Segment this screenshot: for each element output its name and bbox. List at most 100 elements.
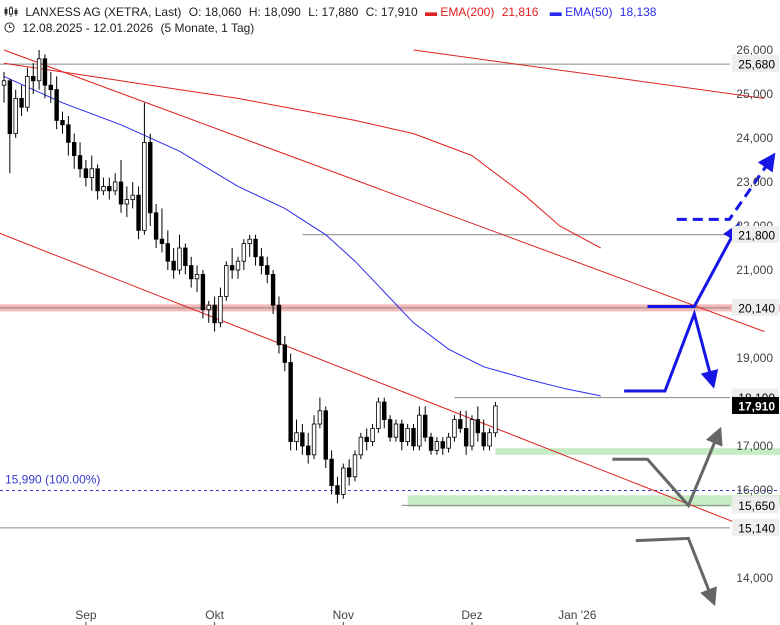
candle-body: [235, 260, 241, 271]
bearish-breakdown-arrow: [635, 536, 717, 607]
candle-body: [405, 427, 410, 442]
price-level-label-bg: [732, 298, 779, 316]
candle-body: [399, 423, 404, 443]
candle-body: [311, 423, 317, 456]
candle-body: [60, 120, 65, 126]
x-tick-label: Jan '26: [558, 608, 597, 622]
reference-label: 15,990 (100.00%): [5, 472, 100, 486]
candle-body: [130, 194, 135, 200]
candle-body: [294, 432, 299, 442]
candle-body: [224, 265, 229, 297]
candle-body: [335, 485, 340, 495]
bearish-scenario-arrow: [612, 426, 723, 509]
candle-body: [159, 238, 165, 244]
candle-body: [288, 361, 293, 442]
candle-body: [475, 419, 481, 434]
ema200-legend: ▬ EMA(200) 21,816: [424, 5, 539, 19]
candle-body: [305, 445, 311, 456]
last-price-label-bg: [732, 396, 779, 414]
candle-body: [153, 212, 159, 240]
high-value: H: 18,090: [248, 5, 301, 19]
candle-body: [54, 89, 59, 121]
candle-body: [364, 436, 369, 443]
candle-body: [300, 432, 305, 447]
candle-body: [19, 98, 24, 108]
y-tick-label: 16,000: [736, 483, 773, 497]
candle-body: [440, 441, 445, 449]
candle-body: [276, 304, 282, 346]
bullish-scenario-arrow: [624, 309, 719, 393]
price-level-label: 15,140: [738, 521, 775, 535]
candle-body: [370, 427, 375, 442]
y-tick-label: 23,000: [736, 175, 773, 189]
y-tick-label: 17,000: [736, 439, 773, 453]
candle-body: [42, 58, 48, 86]
y-tick-label: 24,000: [736, 131, 773, 145]
price-level-label: 25,680: [738, 58, 775, 72]
candle-body: [387, 419, 393, 438]
candle-body: [25, 76, 30, 108]
price-level-label-bg: [732, 496, 779, 514]
candles-group: [1, 50, 498, 504]
candle-body: [434, 441, 440, 451]
candle-body: [458, 419, 463, 429]
candle-body: [241, 243, 247, 262]
candle-body: [36, 58, 42, 82]
instrument-title: LANXESS AG (XETRA, Last): [25, 5, 182, 19]
chart-header: LANXESS AG (XETRA, Last) O: 18,060 H: 18…: [4, 5, 664, 20]
price-level-label-bg: [732, 518, 779, 536]
candle-body: [188, 265, 194, 280]
ema200-value: 21,816: [501, 5, 539, 19]
candle-body: [317, 410, 323, 425]
ema50-label: EMA(50): [565, 5, 613, 19]
candle-body: [428, 436, 434, 451]
trend-channel-line: [3, 49, 765, 333]
candle-body: [83, 168, 89, 179]
candle-body: [177, 247, 182, 271]
candle-body: [481, 432, 486, 447]
candle-body: [77, 155, 83, 170]
candle-body: [446, 436, 451, 449]
y-tick-label: 14,000: [736, 571, 773, 585]
candle-body: [253, 238, 258, 258]
candle-body: [206, 304, 211, 311]
clock-icon: [4, 22, 15, 36]
price-level-label: 21,800: [738, 228, 775, 242]
candle-body: [393, 423, 399, 438]
candle-body: [1, 80, 7, 86]
candle-body: [352, 454, 358, 478]
candle-body: [72, 141, 77, 156]
candlestick-icon: [4, 5, 18, 20]
last-price-label: 17,910: [738, 399, 775, 413]
candle-body: [66, 124, 71, 143]
candle-body: [463, 427, 469, 447]
candle-body: [142, 141, 147, 231]
candle-body: [148, 141, 153, 214]
candle-body: [358, 436, 364, 456]
y-tick-label: 19,000: [736, 351, 773, 365]
price-level-label: 15,650: [738, 499, 775, 513]
candle-body: [469, 419, 475, 447]
candle-body: [89, 168, 94, 179]
candle-body: [165, 243, 170, 262]
candle-body: [247, 238, 252, 244]
chart-subheader: 12.08.2025 - 12.01.2026 (5 Monate, 1 Tag…: [4, 21, 258, 36]
candle-body: [101, 185, 106, 192]
x-tick-label: Dez: [461, 608, 482, 622]
trend-channel-line: [413, 49, 765, 99]
price-level-label: 20,140: [738, 301, 775, 315]
candle-body: [487, 432, 492, 447]
candle-body: [493, 405, 498, 434]
candle-body: [7, 80, 13, 135]
candle-body: [341, 467, 346, 495]
candle-body: [194, 273, 200, 280]
candle-body: [107, 185, 112, 192]
ema50-legend: ▬ EMA(50) 18,138: [549, 5, 657, 19]
bullish-target-arrow: [647, 222, 740, 308]
ema50-line: [3, 75, 601, 397]
x-tick-label: Okt: [205, 608, 224, 622]
close-value: C: 17,910: [365, 5, 418, 19]
support-zone: [495, 448, 780, 455]
candle-body: [212, 304, 217, 324]
